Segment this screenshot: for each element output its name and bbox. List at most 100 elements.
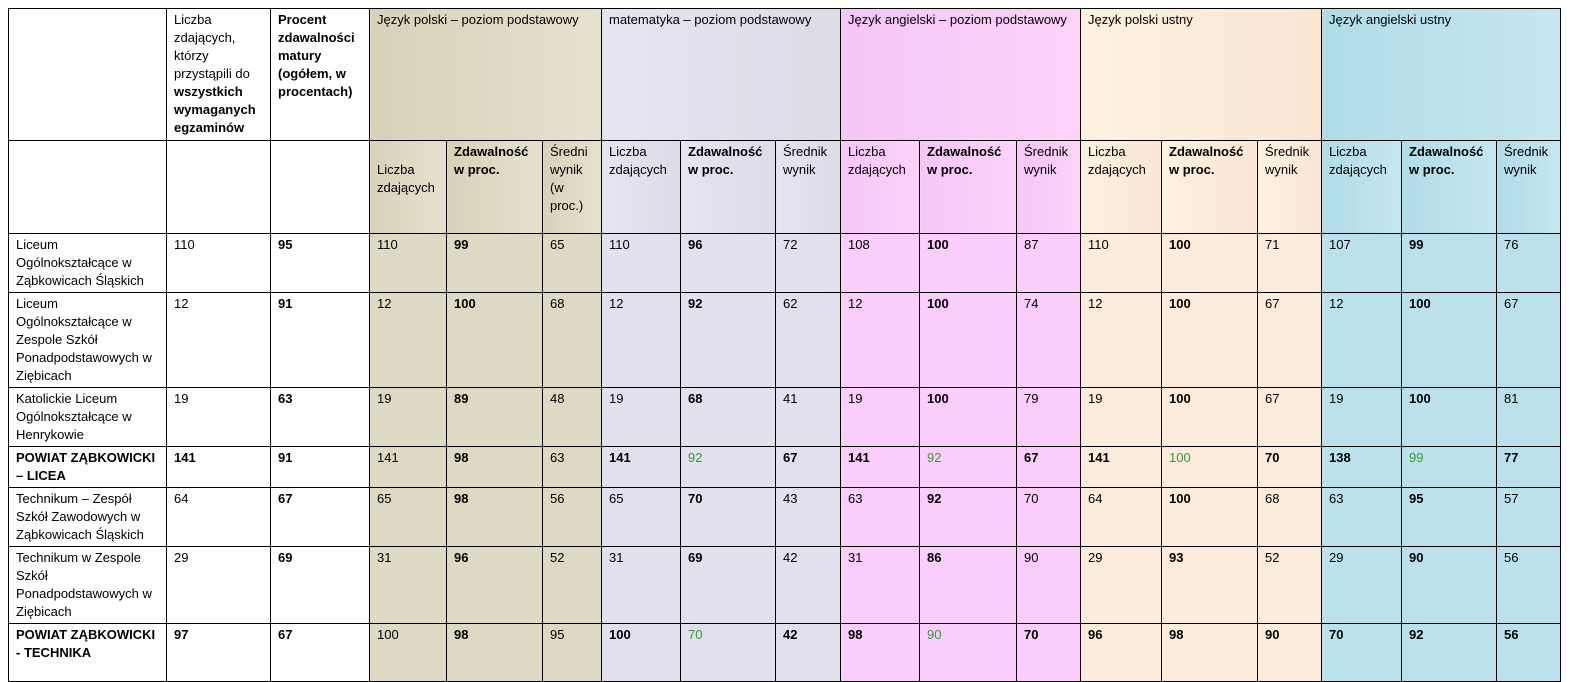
polish-oral-count: 141: [1080, 446, 1162, 488]
math-average: 62: [775, 292, 841, 388]
table-row: Katolickie Liceum Ogólnokształcące w Hen…: [8, 387, 1561, 447]
polish-average: 95: [542, 623, 602, 682]
polish-pass: 98: [446, 487, 543, 547]
english-oral-pass: 95: [1401, 487, 1497, 547]
math-pass: 92: [680, 446, 776, 488]
english-oral-average: 57: [1496, 487, 1561, 547]
overall-pass-rate: 95: [270, 233, 370, 293]
polish-pass: 98: [446, 623, 543, 682]
header-empty-cell: [166, 140, 271, 234]
total-students: 12: [166, 292, 271, 388]
subheader-average: Średnik wynik: [1496, 140, 1561, 234]
overall-pass-rate: 63: [270, 387, 370, 447]
header-row-subcolumns: Liczba zdających Zdawalność w proc. Śred…: [8, 140, 1561, 234]
english-pass: 100: [919, 233, 1017, 293]
polish-pass: 96: [446, 546, 543, 624]
overall-pass-rate: 67: [270, 487, 370, 547]
overall-pass-rate: 69: [270, 546, 370, 624]
math-pass: 70: [680, 623, 776, 682]
english-count: 31: [840, 546, 920, 624]
english-pass: 86: [919, 546, 1017, 624]
polish-oral-count: 64: [1080, 487, 1162, 547]
polish-oral-average: 90: [1257, 623, 1322, 682]
english-pass: 100: [919, 292, 1017, 388]
polish-oral-count: 29: [1080, 546, 1162, 624]
polish-pass: 98: [446, 446, 543, 488]
english-oral-average: 56: [1496, 546, 1561, 624]
math-average: 42: [775, 623, 841, 682]
polish-oral-pass: 98: [1161, 623, 1258, 682]
group-header-english-oral: Język angielski ustny: [1321, 8, 1561, 141]
table-row: Technikum – Zespół Szkół Zawodowych w Zą…: [8, 487, 1561, 547]
total-students: 141: [166, 446, 271, 488]
english-average: 67: [1016, 446, 1081, 488]
header-row-groups: Liczba zdających, którzy przystąpili do …: [8, 8, 1561, 141]
english-average: 74: [1016, 292, 1081, 388]
matura-results-table: Liczba zdających, którzy przystąpili do …: [8, 8, 1561, 682]
math-pass: 70: [680, 487, 776, 547]
english-pass: 92: [919, 446, 1017, 488]
polish-average: 68: [542, 292, 602, 388]
english-average: 79: [1016, 387, 1081, 447]
english-oral-pass: 92: [1401, 623, 1497, 682]
subheader-pass: Zdawalność w proc.: [919, 140, 1017, 234]
subheader-pass: Zdawalność w proc.: [1401, 140, 1497, 234]
polish-oral-pass: 100: [1161, 233, 1258, 293]
total-students: 29: [166, 546, 271, 624]
polish-pass: 100: [446, 292, 543, 388]
math-count: 65: [601, 487, 681, 547]
english-oral-average: 77: [1496, 446, 1561, 488]
math-average: 43: [775, 487, 841, 547]
english-count: 108: [840, 233, 920, 293]
english-oral-average: 81: [1496, 387, 1561, 447]
math-count: 141: [601, 446, 681, 488]
polish-count: 141: [369, 446, 447, 488]
polish-oral-pass: 93: [1161, 546, 1258, 624]
subheader-pass: Zdawalność w proc.: [446, 140, 543, 234]
polish-oral-pass: 100: [1161, 387, 1258, 447]
subheader-count: Liczba zdających: [1321, 140, 1402, 234]
polish-oral-average: 68: [1257, 487, 1322, 547]
polish-pass: 99: [446, 233, 543, 293]
math-count: 110: [601, 233, 681, 293]
overall-pass-rate: 91: [270, 292, 370, 388]
english-count: 12: [840, 292, 920, 388]
subheader-count: Liczba zdających: [840, 140, 920, 234]
total-students: 110: [166, 233, 271, 293]
total-students: 97: [166, 623, 271, 682]
table-row-summary: POWIAT ZĄBKOWICKI – LICEA 141 91 141 98 …: [8, 446, 1561, 488]
subheader-pass: Zdawalność w proc.: [1161, 140, 1258, 234]
math-pass: 69: [680, 546, 776, 624]
school-name: POWIAT ZĄBKOWICKI – LICEA: [8, 446, 167, 488]
polish-oral-pass: 100: [1161, 292, 1258, 388]
header-pass-rate: Procent zdawalności matury (ogółem, w pr…: [270, 8, 370, 141]
subheader-average: Średnik wynik: [1016, 140, 1081, 234]
school-name: Liceum Ogólnokształcące w Ząbkowicach Śl…: [8, 233, 167, 293]
school-name: Technikum – Zespół Szkół Zawodowych w Zą…: [8, 487, 167, 547]
polish-oral-count: 110: [1080, 233, 1162, 293]
subheader-average: Średnik wynik: [775, 140, 841, 234]
english-average: 70: [1016, 623, 1081, 682]
polish-oral-average: 67: [1257, 292, 1322, 388]
table-row: Liceum Ogólnokształcące w Ząbkowicach Śl…: [8, 233, 1561, 293]
english-oral-count: 107: [1321, 233, 1402, 293]
english-count: 63: [840, 487, 920, 547]
polish-oral-average: 67: [1257, 387, 1322, 447]
polish-count: 31: [369, 546, 447, 624]
header-empty-cell: [270, 140, 370, 234]
english-pass: 100: [919, 387, 1017, 447]
polish-oral-count: 19: [1080, 387, 1162, 447]
polish-average: 65: [542, 233, 602, 293]
polish-count: 12: [369, 292, 447, 388]
group-header-polish-oral: Język polski ustny: [1080, 8, 1322, 141]
english-count: 141: [840, 446, 920, 488]
header-corner-cell: [8, 8, 167, 141]
polish-count: 110: [369, 233, 447, 293]
polish-average: 52: [542, 546, 602, 624]
polish-oral-count: 12: [1080, 292, 1162, 388]
polish-oral-average: 70: [1257, 446, 1322, 488]
header-students-count: Liczba zdających, którzy przystąpili do …: [166, 8, 271, 141]
header-empty-cell: [8, 140, 167, 234]
polish-oral-average: 71: [1257, 233, 1322, 293]
english-oral-pass: 99: [1401, 233, 1497, 293]
